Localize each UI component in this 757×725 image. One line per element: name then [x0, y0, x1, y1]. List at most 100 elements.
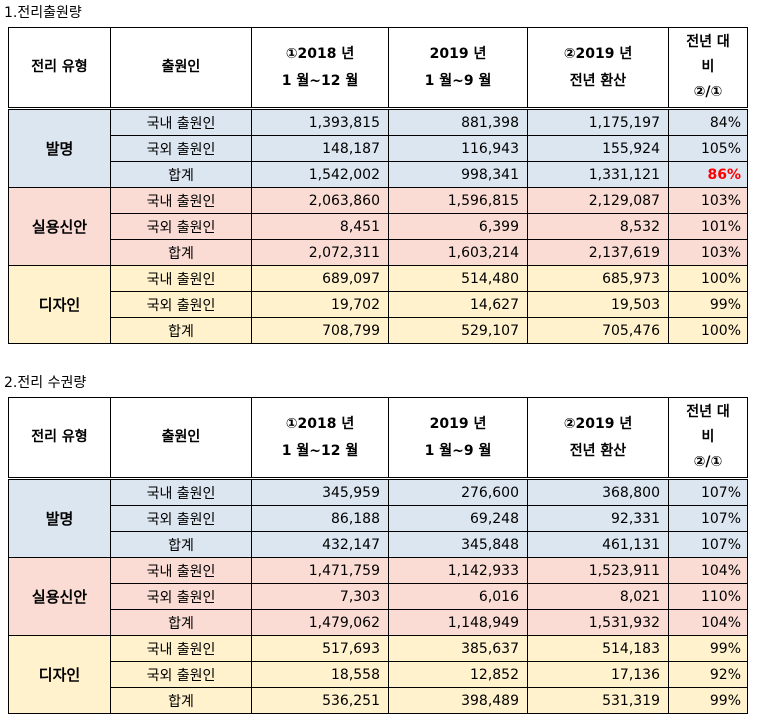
applicant-cell: 국내 출원인 — [110, 108, 252, 136]
ratio-cell: 100% — [668, 265, 748, 292]
applicant-cell: 국외 출원인 — [110, 661, 252, 688]
ratio-cell: 107% — [668, 478, 748, 506]
table-row: 디자인 국내 출원인 689,097 514,480 685,973 100% — [8, 265, 748, 344]
ratio-cell: 101% — [668, 213, 748, 240]
table-row: 합계 432,147 345,848 461,131 107% — [9, 531, 748, 558]
value-2019-cell: 14,627 — [388, 291, 528, 318]
value-2018-cell: 2,063,860 — [251, 187, 389, 214]
table-row: 합계 708,799 529,107 705,476 100% — [9, 317, 748, 344]
value-2018-cell: 345,959 — [251, 478, 389, 506]
applicant-cell: 국외 출원인 — [110, 135, 252, 162]
ratio-cell: 99% — [668, 291, 748, 318]
value-2018-cell: 708,799 — [251, 317, 389, 344]
applicant-cell: 합계 — [110, 609, 252, 636]
value-2018-cell: 1,471,759 — [251, 557, 389, 584]
applicant-cell: 국외 출원인 — [110, 213, 252, 240]
table-body: 발명 국내 출원인 345,959 276,600 368,800 107% 국외 출원인 8… — [8, 478, 748, 714]
value-2019-cell: 6,399 — [388, 213, 528, 240]
applicant-cell: 국내 출원인 — [110, 635, 252, 662]
converted-value-cell: 8,021 — [527, 583, 669, 610]
table-row: 국외 출원인 19,702 14,627 19,503 99% — [9, 291, 748, 318]
table-row: 합계 1,479,062 1,148,949 1,531,932 104% — [9, 609, 748, 636]
value-2019-cell: 1,142,933 — [388, 557, 528, 584]
applicant-cell: 국내 출원인 — [110, 478, 252, 506]
type-cell: 발명 — [8, 108, 111, 188]
converted-value-cell: 1,523,911 — [527, 557, 669, 584]
value-2018-cell: 1,542,002 — [251, 161, 389, 188]
value-2019-cell: 398,489 — [388, 687, 528, 714]
table-row: 합계 2,072,311 1,603,214 2,137,619 103% — [9, 239, 748, 266]
ratio-cell: 86% — [668, 161, 748, 188]
type-cell: 실용신안 — [8, 557, 111, 636]
table-row: 국외 출원인 18,558 12,852 17,136 92% — [9, 661, 748, 688]
value-2019-cell: 1,603,214 — [388, 239, 528, 266]
ratio-cell: 103% — [668, 187, 748, 214]
value-2018-cell: 517,693 — [251, 635, 389, 662]
converted-value-cell: 1,331,121 — [527, 161, 669, 188]
ratio-cell: 103% — [668, 239, 748, 266]
applicant-cell: 국외 출원인 — [110, 505, 252, 532]
value-2019-cell: 881,398 — [388, 108, 528, 136]
converted-value-cell: 705,476 — [527, 317, 669, 344]
table-row: 발명 국내 출원인 345,959 276,600 368,800 107% — [8, 478, 748, 558]
value-2019-cell: 385,637 — [388, 635, 528, 662]
table-row: 합계 1,542,002 998,341 1,331,121 86% — [9, 161, 748, 188]
converted-value-cell: 8,532 — [527, 213, 669, 240]
table-row: 실용신안 국내 출원인 1,471,759 1,142,933 1,523,911 104… — [8, 557, 748, 636]
applicant-cell: 국내 출원인 — [110, 557, 252, 584]
applicant-cell: 국내 출원인 — [110, 187, 252, 214]
converted-value-cell: 531,319 — [527, 687, 669, 714]
converted-value-cell: 461,131 — [527, 531, 669, 558]
value-2018-cell: 1,479,062 — [251, 609, 389, 636]
applicant-cell: 합계 — [110, 161, 252, 188]
header-type: 전리 유형 — [8, 27, 111, 109]
type-cell: 실용신안 — [8, 187, 111, 266]
value-2018-cell: 8,451 — [251, 213, 389, 240]
value-2019-cell: 529,107 — [388, 317, 528, 344]
table-body: 발명 국내 출원인 1,393,815 881,398 1,175,197 84% 국외 출… — [8, 108, 748, 344]
ratio-cell: 99% — [668, 635, 748, 662]
value-2018-cell: 7,303 — [251, 583, 389, 610]
value-2019-cell: 116,943 — [388, 135, 528, 162]
converted-value-cell: 1,175,197 — [527, 108, 669, 136]
converted-value-cell: 2,129,087 — [527, 187, 669, 214]
converted-value-cell: 2,137,619 — [527, 239, 669, 266]
value-2019-cell: 276,600 — [388, 478, 528, 506]
converted-value-cell: 19,503 — [527, 291, 669, 318]
ratio-cell: 100% — [668, 317, 748, 344]
value-2018-cell: 86,188 — [251, 505, 389, 532]
ratio-cell: 104% — [668, 609, 748, 636]
table-row: 발명 국내 출원인 1,393,815 881,398 1,175,197 84% — [8, 108, 748, 188]
value-2018-cell: 432,147 — [251, 531, 389, 558]
converted-value-cell: 368,800 — [527, 478, 669, 506]
ratio-cell: 107% — [668, 531, 748, 558]
table-row: 국외 출원인 7,303 6,016 8,021 110% — [9, 583, 748, 610]
table-row: 실용신안 국내 출원인 2,063,860 1,596,815 2,129,087 103… — [8, 187, 748, 266]
ratio-cell: 92% — [668, 661, 748, 688]
ratio-cell: 99% — [668, 687, 748, 714]
type-cell: 디자인 — [8, 265, 111, 344]
ratio-cell: 110% — [668, 583, 748, 610]
value-2019-cell: 998,341 — [388, 161, 528, 188]
type-cell: 디자인 — [8, 635, 111, 714]
value-2018-cell: 536,251 — [251, 687, 389, 714]
ratio-cell: 105% — [668, 135, 748, 162]
value-2019-cell: 514,480 — [388, 265, 528, 292]
value-2018-cell: 19,702 — [251, 291, 389, 318]
table-row: 국외 출원인 148,187 116,943 155,924 105% — [9, 135, 748, 162]
applicant-cell: 국외 출원인 — [110, 583, 252, 610]
value-2019-cell: 345,848 — [388, 531, 528, 558]
converted-value-cell: 1,531,932 — [527, 609, 669, 636]
type-cell: 발명 — [8, 478, 111, 558]
value-2018-cell: 1,393,815 — [251, 108, 389, 136]
header-converted: ②2019 년 전년 환산 — [527, 27, 669, 109]
converted-value-cell: 155,924 — [527, 135, 669, 162]
ratio-cell: 84% — [668, 108, 748, 136]
value-2018-cell: 2,072,311 — [251, 239, 389, 266]
